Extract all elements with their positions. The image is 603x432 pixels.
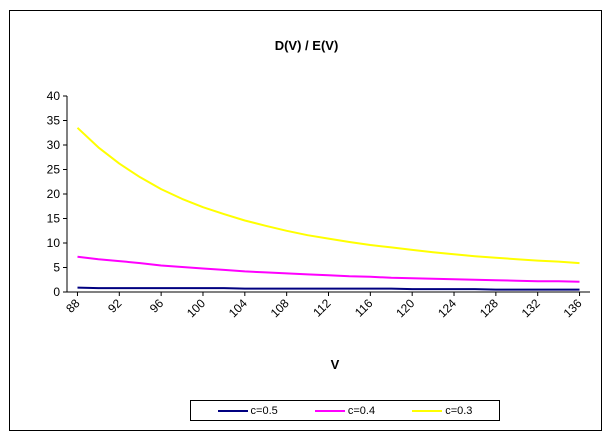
y-tick-label: 15 [47,212,61,226]
y-tick-label: 5 [53,261,60,275]
x-tick-label: 132 [519,296,543,320]
legend-item-c04: c=0.4 [314,404,376,417]
y-tick-label: 40 [47,89,61,103]
y-tick-label: 10 [47,236,61,250]
x-tick-label: 104 [226,296,250,320]
x-tick-label: 88 [63,296,83,316]
legend-swatch-c05 [217,409,248,412]
x-tick-label: 100 [184,296,208,320]
legend-item-c05: c=0.5 [217,404,278,417]
x-tick-label: 112 [310,296,334,320]
y-tick-label: 35 [47,114,61,128]
x-tick-label: 92 [105,296,125,316]
x-axis-label: V [330,357,340,372]
chart-title: D(V) / E(V) [274,38,339,53]
x-tick-label: 124 [435,296,459,320]
y-tick-label: 25 [47,163,61,177]
legend-label-c03: c=0.3 [445,404,473,417]
y-tick-label: 20 [47,187,61,201]
legend-item-c03: c=0.3 [412,405,472,417]
legend-swatch-c03 [412,409,443,412]
x-tick-label: 96 [147,296,167,316]
series-line-c04 [77,255,580,283]
x-tick-label: 116 [352,296,376,320]
legend: c=0.5 c=0.4 c=0.3 [190,400,500,421]
legend-label-c05: c=0.5 [250,404,278,417]
y-tick-label: 0 [53,285,60,299]
legend-swatch-c04 [314,409,345,412]
chart-area: D(V) / E(V) V 0 5 10 15 20 25 30 35 40 88 92 96 100 1… [9,10,602,431]
legend-label-c04: c=0.4 [347,404,376,417]
series-line-c05 [77,286,580,291]
x-tick-label: 136 [561,296,585,320]
x-tick-label: 108 [268,296,292,320]
y-tick-label: 30 [47,138,61,152]
x-tick-label: 128 [477,296,501,320]
series-line-c03 [76,127,580,265]
x-tick-label: 120 [393,296,417,320]
plot-area: 0 5 10 15 20 25 30 35 40 88 92 96 100 104 108 112 116 120… [47,89,590,320]
